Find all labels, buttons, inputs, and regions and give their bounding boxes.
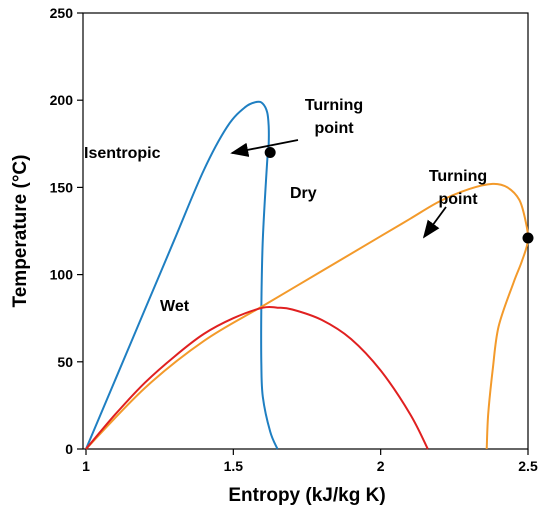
x-axis-title: Entropy (kJ/kg K) xyxy=(228,485,385,506)
turning-point-label-1-line1: Turning xyxy=(305,97,363,114)
turning-point-label-2-line2: point xyxy=(438,191,478,208)
series-line-isentropic xyxy=(85,100,279,450)
y-tick-label: 200 xyxy=(50,92,74,108)
y-tick-label: 250 xyxy=(50,5,74,21)
wet-label: Wet xyxy=(160,298,190,315)
dry-label: Dry xyxy=(290,185,317,202)
series-line-wet xyxy=(85,305,429,450)
turning-point-marker xyxy=(264,147,276,159)
series-line-dry xyxy=(85,182,530,450)
y-tick-label: 100 xyxy=(50,267,74,283)
series-layer xyxy=(85,100,530,450)
markers-layer xyxy=(264,147,534,244)
x-tick-label: 1 xyxy=(82,458,90,474)
y-axis-title: Temperature (°C) xyxy=(10,155,31,308)
y-axis-ticks: 0 50 100 150 200 250 xyxy=(50,5,83,457)
turning-point-label-2-line1: Turning xyxy=(429,168,487,185)
x-tick-label: 1.5 xyxy=(224,458,244,474)
turning-point-arrow-1 xyxy=(230,139,299,157)
isentropic-label: Isentropic xyxy=(84,145,161,162)
y-tick-label: 150 xyxy=(50,179,74,195)
turning-point-marker xyxy=(522,232,534,244)
y-tick-label: 50 xyxy=(57,354,73,370)
turning-point-label-1-line2: point xyxy=(314,120,354,137)
y-tick-label: 0 xyxy=(65,441,73,457)
turning-point-arrow-2 xyxy=(422,206,447,239)
x-axis-ticks: 1 1.5 2 2.5 xyxy=(82,449,538,474)
x-tick-label: 2.5 xyxy=(518,458,538,474)
x-tick-label: 2 xyxy=(377,458,385,474)
